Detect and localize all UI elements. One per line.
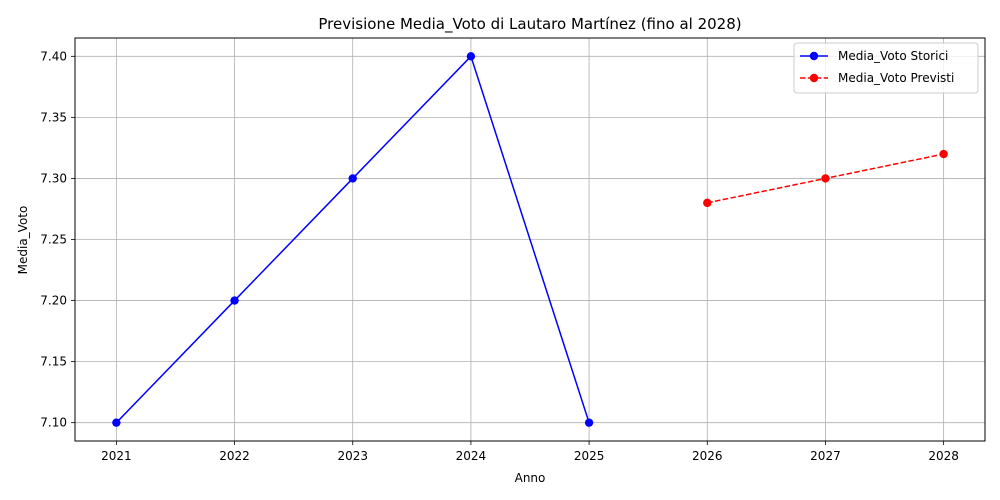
x-tick-label: 2021: [101, 449, 132, 463]
x-tick-label: 2025: [574, 449, 605, 463]
x-tick-label: 2022: [219, 449, 250, 463]
data-point-0-1: [230, 296, 239, 305]
y-tick-label: 7.30: [40, 171, 67, 185]
data-point-0-3: [466, 52, 476, 61]
legend: Media_Voto Storici Media_Voto Previsti: [793, 42, 979, 94]
data-point-1-2: [939, 149, 948, 159]
legend-box: [793, 42, 979, 94]
x-tick-label: 2024: [456, 449, 487, 463]
y-tick-label: 7.25: [40, 233, 67, 247]
data-point-1-0: [703, 198, 712, 208]
data-point-0-4: [584, 418, 594, 427]
y-tick-label: 7.10: [40, 416, 67, 430]
data-point-0-0: [112, 418, 121, 427]
y-tick-label: 7.35: [40, 110, 67, 124]
legend-label-1: Media_Voto Previsti: [838, 71, 954, 85]
legend-label-0: Media_Voto Storici: [838, 49, 948, 63]
x-tick-label: 2028: [928, 449, 959, 463]
y-axis: 7.10 7.15 7.20 7.25 7.30 7.35 7.40: [40, 49, 75, 430]
legend-marker-0: [809, 51, 819, 61]
legend-marker-1: [809, 73, 819, 83]
chart-title: Previsione Media_Voto di Lautaro Martíne…: [318, 15, 741, 34]
x-tick-label: 2027: [810, 449, 841, 463]
data-point-0-2: [348, 174, 357, 183]
x-tick-label: 2026: [692, 449, 723, 463]
x-axis: 2021 2022 2023 2024 2025 2026 2027 2028: [101, 441, 959, 463]
y-tick-label: 7.20: [40, 294, 67, 308]
x-tick-label: 2023: [337, 449, 368, 463]
y-axis-label: Media_Voto: [16, 206, 30, 275]
x-axis-label: Anno: [515, 471, 546, 485]
series-layer: [112, 52, 948, 427]
data-point-1-1: [821, 174, 830, 183]
y-tick-label: 7.40: [40, 49, 67, 63]
y-tick-label: 7.15: [40, 355, 67, 369]
grid-lines: [75, 38, 985, 441]
